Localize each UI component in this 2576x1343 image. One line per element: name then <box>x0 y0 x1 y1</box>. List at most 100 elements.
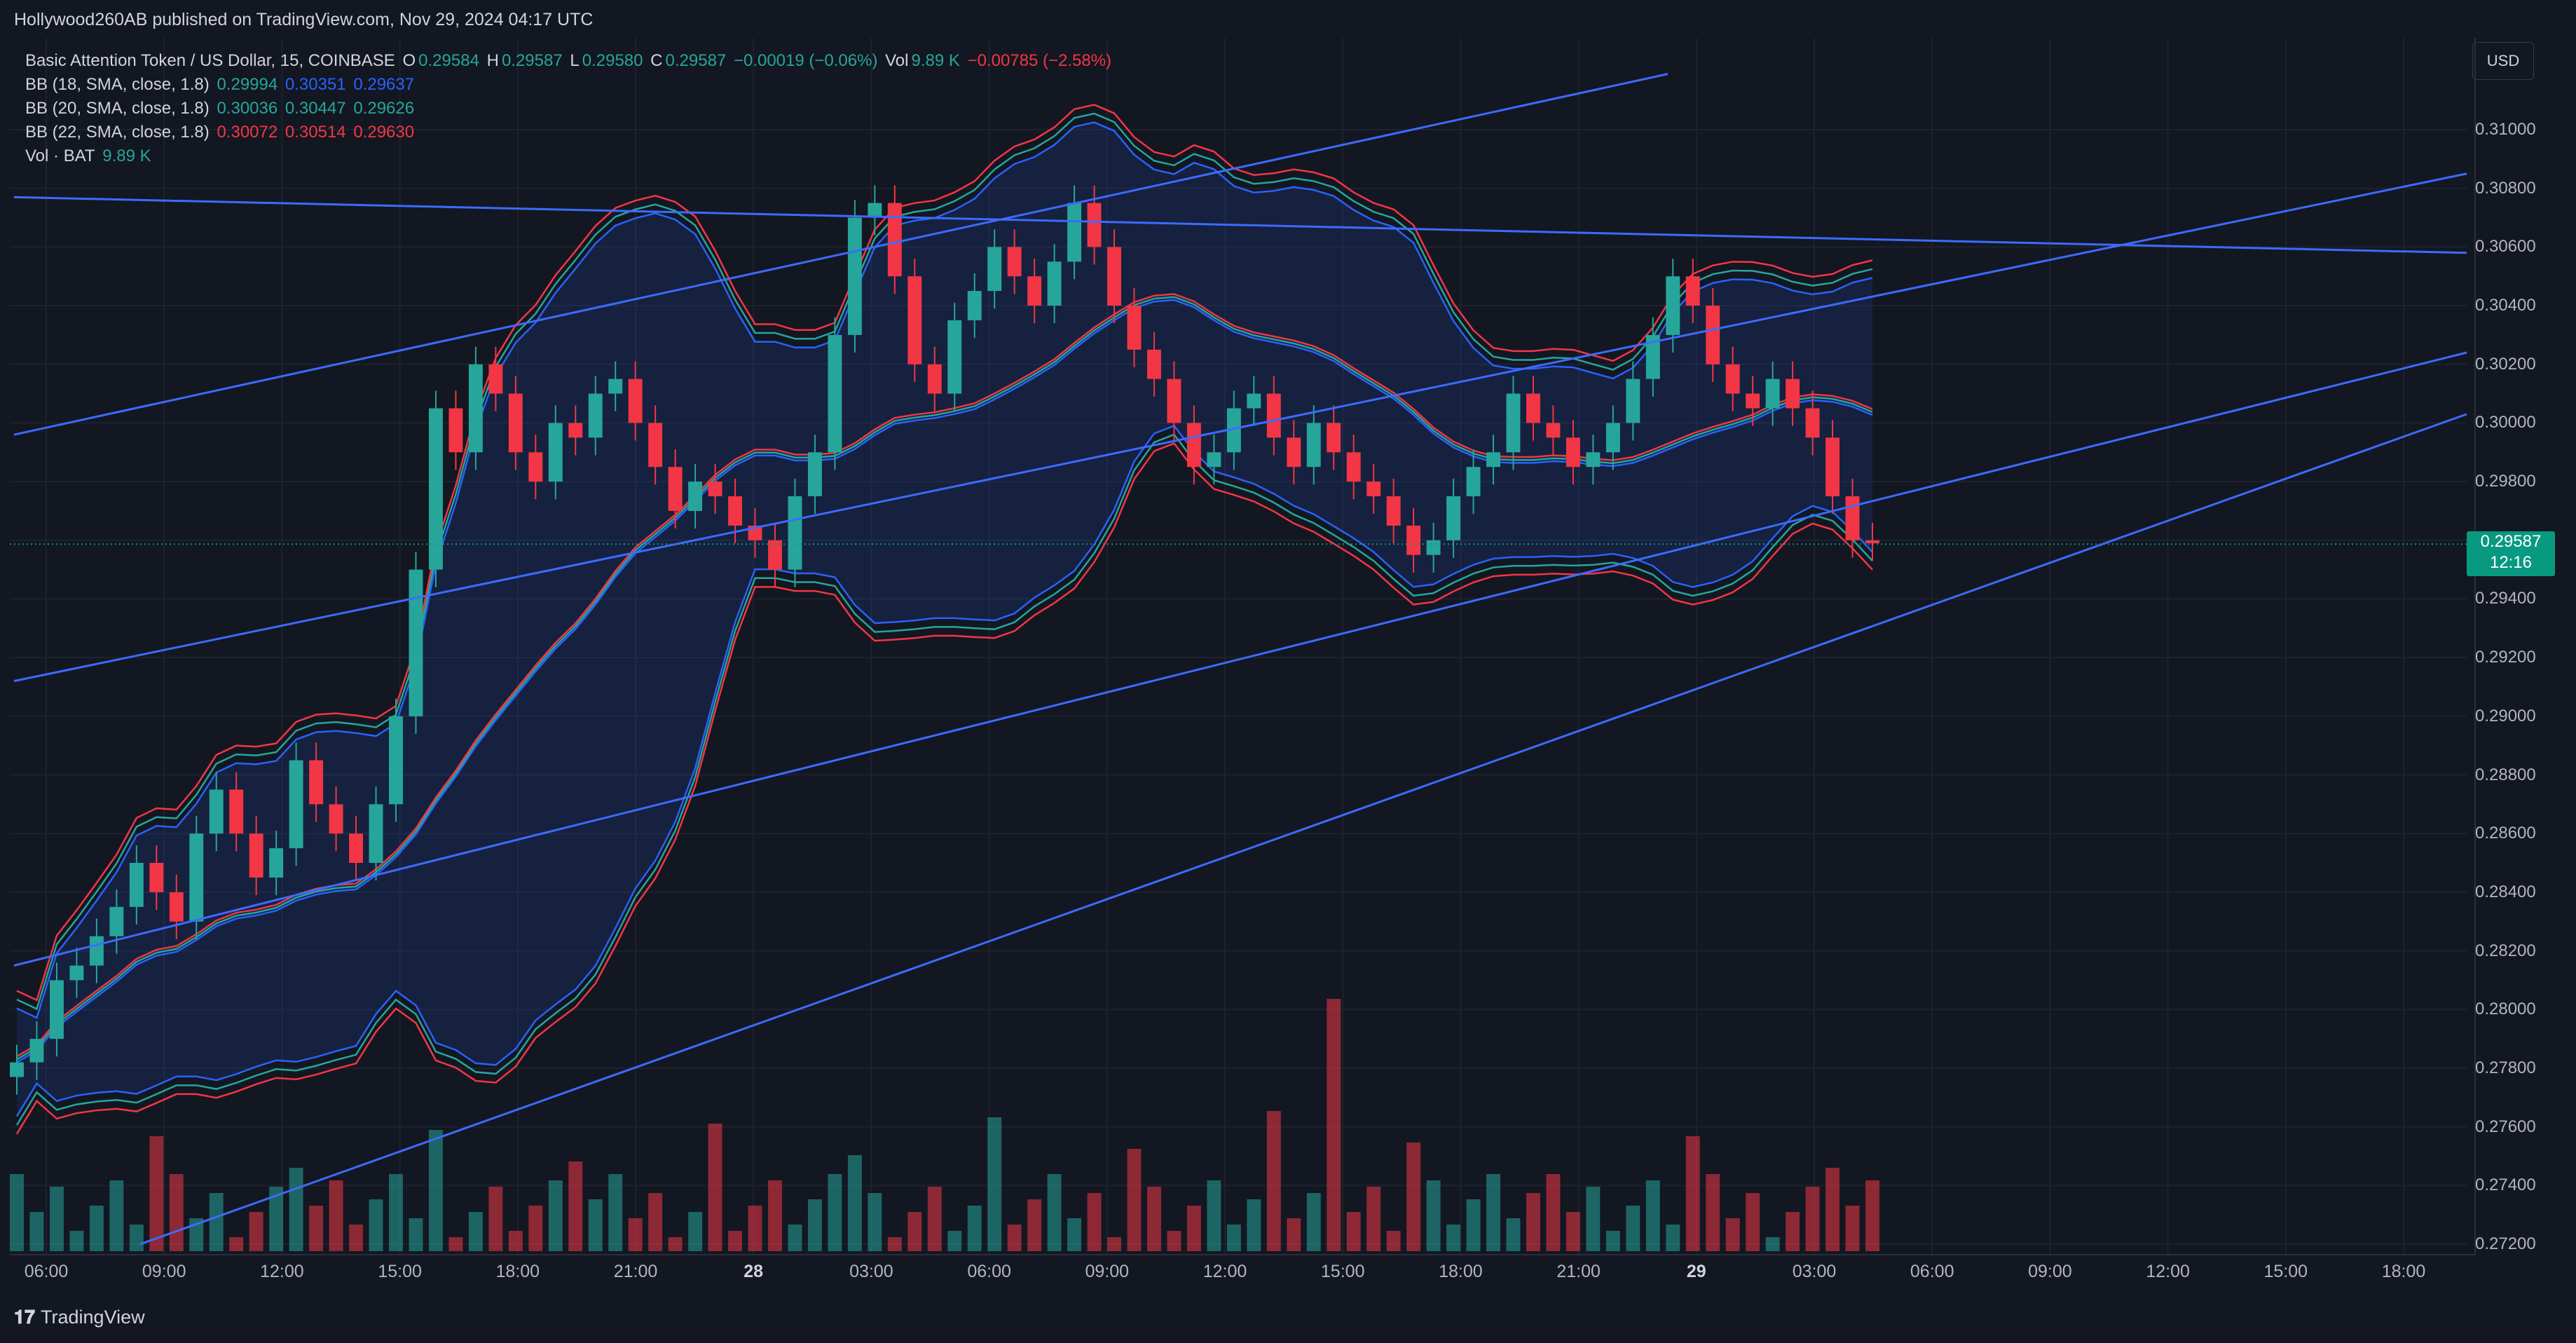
candle-body <box>1167 379 1181 423</box>
candle-body <box>1226 408 1241 453</box>
volume-bar <box>269 1187 284 1251</box>
volume-bar <box>807 1199 822 1251</box>
time-tick-label: 09:00 <box>142 1262 186 1281</box>
legend-bb20[interactable]: BB (20, SMA, close, 1.8) 0.30036 0.30447… <box>25 97 1114 121</box>
price-tick-label: 0.27400 <box>2475 1175 2536 1195</box>
vol-value: 9.89 K <box>911 51 960 70</box>
candle-body <box>1047 261 1062 306</box>
bb22-upper: 0.30514 <box>285 123 346 142</box>
candle-body <box>1007 247 1022 277</box>
volume-bar <box>1605 1231 1620 1251</box>
symbol-title: Basic Attention Token / US Dollar, 15, C… <box>25 51 395 70</box>
volume-bar <box>69 1231 84 1251</box>
price-tick-label: 0.30200 <box>2475 354 2536 374</box>
candle-body <box>448 408 463 453</box>
candle-body <box>1825 437 1840 497</box>
volume-bar <box>1466 1199 1481 1251</box>
trendline <box>13 196 2467 254</box>
candle-body <box>568 423 583 438</box>
volume-bar <box>29 1212 44 1251</box>
candle-body <box>927 364 942 394</box>
price-tick-label: 0.28600 <box>2475 824 2536 843</box>
volume-bar <box>349 1225 364 1251</box>
volume-bar <box>1805 1187 1820 1251</box>
time-tick-label: 28 <box>744 1262 764 1281</box>
volume-bar <box>448 1237 463 1251</box>
volume-bar <box>568 1161 583 1251</box>
candle-body <box>129 863 144 907</box>
bb20-basis: 0.30036 <box>217 99 278 118</box>
bb20-label: BB (20, SMA, close, 1.8) <box>25 99 210 118</box>
volume-bar <box>947 1231 962 1251</box>
candle-body <box>1566 437 1580 468</box>
volume-bar <box>1506 1218 1521 1251</box>
candle-body <box>608 379 623 394</box>
candle-body <box>389 716 403 805</box>
brand-label: TradingView <box>41 1307 145 1328</box>
time-axis[interactable]: 06:00 09:00 12:00 15:00 18:00 21:00 28 03:00 06:… <box>0 1255 2475 1290</box>
volume-bar <box>1586 1187 1601 1251</box>
candle-body <box>1786 379 1800 409</box>
volume-bar <box>588 1199 603 1251</box>
candle-body <box>1526 393 1540 423</box>
time-tick-label: 06:00 <box>967 1262 1011 1281</box>
legend-symbol-row[interactable]: Basic Attention Token / US Dollar, 15, C… <box>25 49 1114 73</box>
candle-body <box>1746 393 1760 409</box>
candle-body <box>1386 496 1401 526</box>
candle-body <box>1067 203 1082 262</box>
time-tick-label: 03:00 <box>1792 1262 1837 1281</box>
candle-body <box>209 789 224 834</box>
chart-legend: Basic Attention Token / US Dollar, 15, C… <box>25 49 1114 168</box>
price-tick-label: 0.28000 <box>2475 1000 2536 1019</box>
volume-bar <box>149 1136 164 1251</box>
candle-body <box>807 452 822 497</box>
volume-bar <box>608 1174 623 1251</box>
volume-bar <box>369 1199 383 1251</box>
published-caption: Hollywood260AB published on TradingView.… <box>14 10 594 29</box>
candle-body <box>1366 482 1381 497</box>
trendline <box>13 73 1669 436</box>
candle-body <box>1287 437 1301 468</box>
candle-body <box>987 247 1002 292</box>
candle-body <box>967 291 982 320</box>
time-tick-label: 15:00 <box>2263 1262 2308 1281</box>
volume-bar <box>1865 1180 1879 1251</box>
currency-button[interactable]: USD <box>2472 42 2534 80</box>
bb18-upper: 0.30351 <box>285 75 346 94</box>
price-axis[interactable]: 0.31000 0.30800 0.30600 0.30400 0.30200 0.300… <box>2475 38 2576 1290</box>
legend-volume[interactable]: Vol · BAT 9.89 K <box>25 144 1114 168</box>
volume-bar <box>1167 1231 1181 1251</box>
volume-bar <box>847 1155 862 1251</box>
candle-body <box>668 467 683 511</box>
volume-bar <box>1266 1111 1281 1251</box>
volume-bar <box>1027 1199 1042 1251</box>
volume-bar <box>1366 1187 1381 1251</box>
volume-bar <box>488 1187 503 1251</box>
candle-body <box>907 276 922 364</box>
legend-bb22[interactable]: BB (22, SMA, close, 1.8) 0.30072 0.30514… <box>25 121 1114 144</box>
candle-body <box>89 936 104 966</box>
volume-bar <box>907 1212 922 1251</box>
tradingview-brand[interactable]: 𝟏𝟕 TradingView <box>14 1307 145 1329</box>
volume-bar <box>129 1225 144 1251</box>
price-tick-label: 0.28400 <box>2475 882 2536 901</box>
volbat-value: 9.89 K <box>102 146 151 165</box>
bb22-basis: 0.30072 <box>217 123 278 142</box>
candle-body <box>1706 306 1720 364</box>
candle-body <box>868 203 882 218</box>
volume-bar <box>1147 1187 1161 1251</box>
candle-body <box>688 482 703 511</box>
price-tick-label: 0.29000 <box>2475 706 2536 725</box>
price-tick-label: 0.27600 <box>2475 1117 2536 1136</box>
volume-bar <box>1386 1231 1401 1251</box>
volume-bar <box>1725 1218 1740 1251</box>
time-tick-label: 15:00 <box>1320 1262 1365 1281</box>
volume-bar <box>1546 1174 1561 1251</box>
legend-bb18[interactable]: BB (18, SMA, close, 1.8) 0.29994 0.30351… <box>25 73 1114 97</box>
volume-bar <box>1207 1180 1221 1251</box>
bb20-basis-line <box>16 296 1873 1061</box>
price-tick-label: 0.29400 <box>2475 589 2536 608</box>
trendline <box>13 172 2467 683</box>
volume-bar <box>1247 1199 1261 1251</box>
